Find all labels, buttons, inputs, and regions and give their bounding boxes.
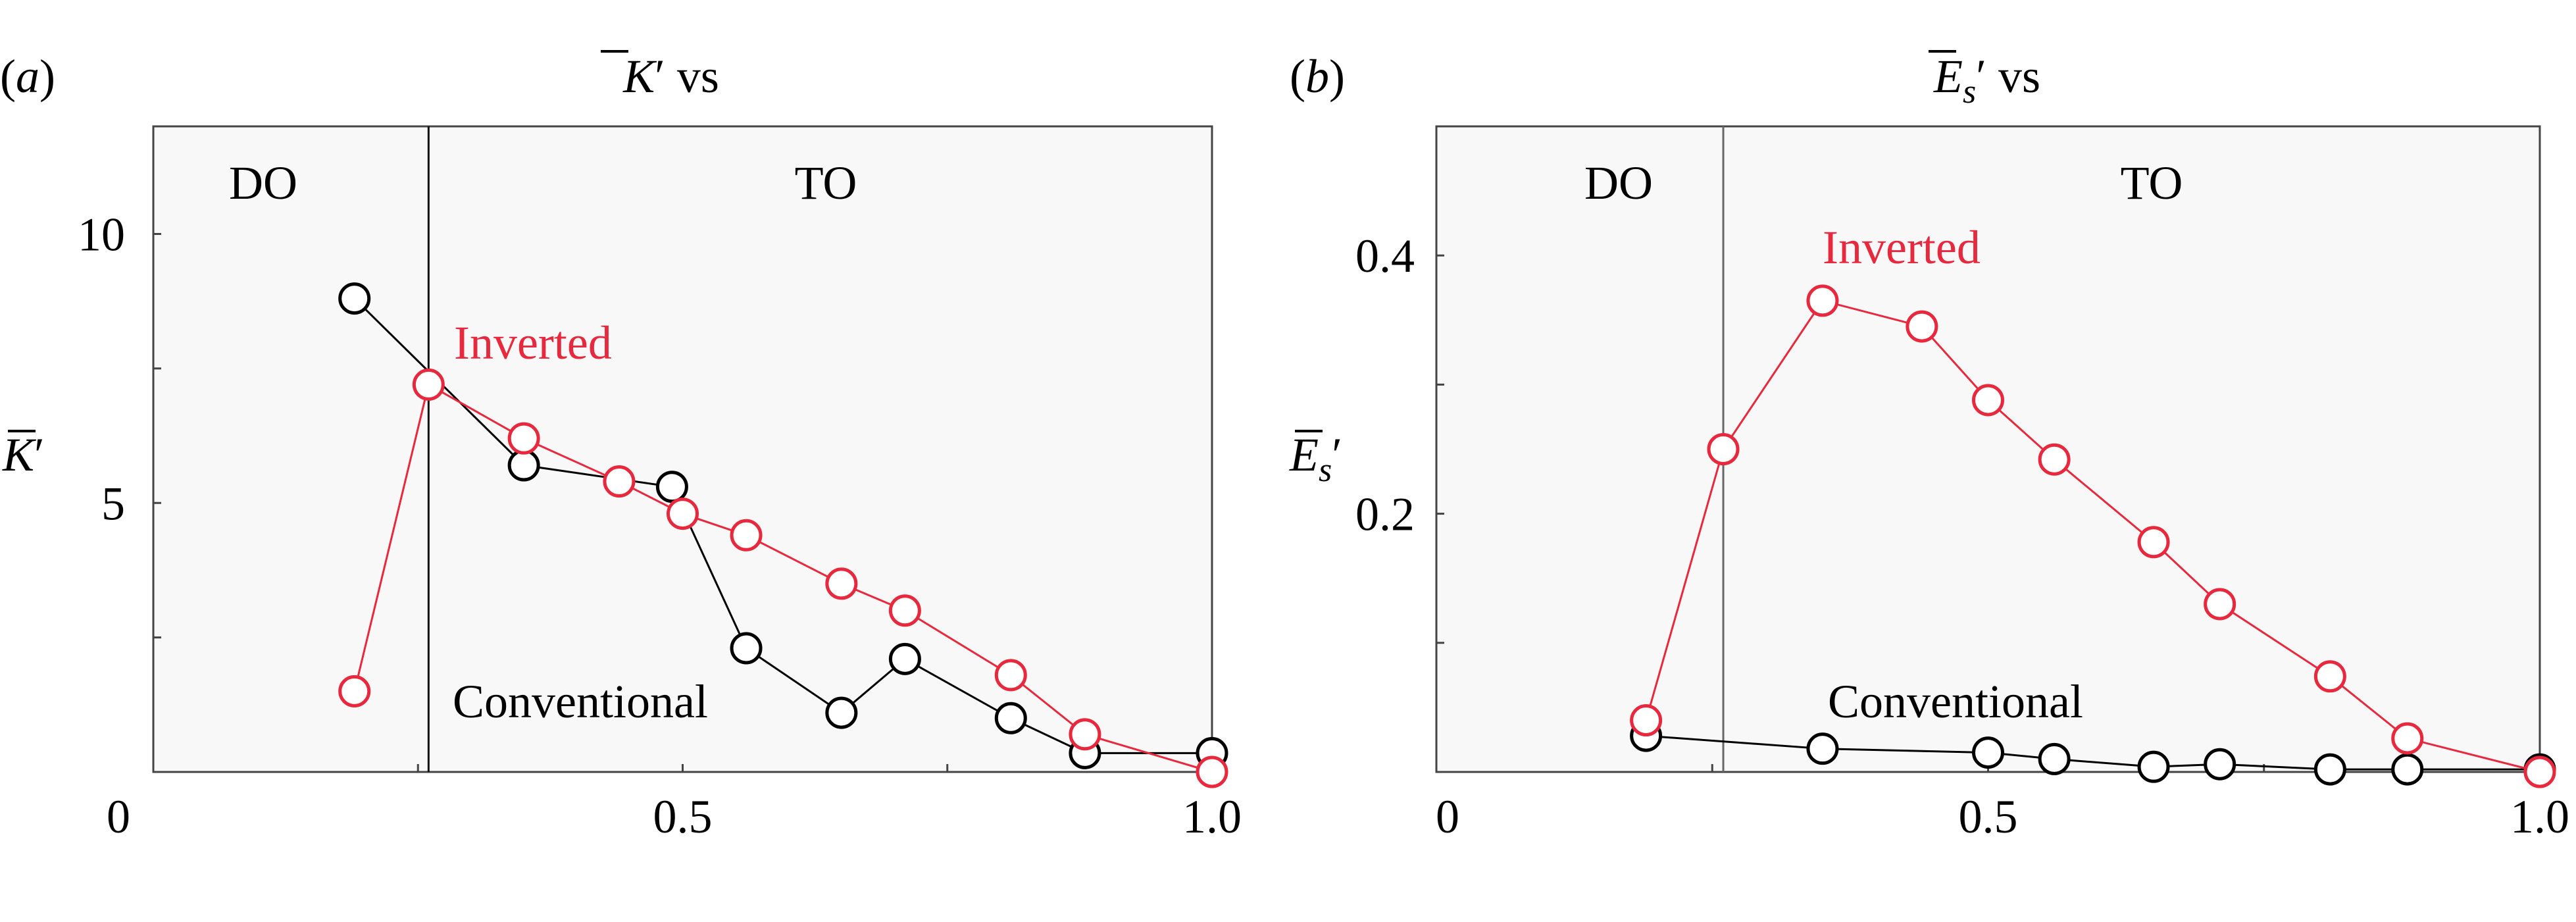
data-point-inverted bbox=[1906, 310, 1938, 343]
panel-letter: (b) bbox=[1290, 50, 1345, 103]
x-tick-label: 0.5 bbox=[1959, 790, 2018, 843]
data-point-conventional bbox=[655, 471, 688, 503]
series-label-conventional: Conventional bbox=[1828, 675, 2083, 728]
data-point-conventional bbox=[994, 702, 1027, 734]
y-axis-label: K′ bbox=[2, 428, 45, 481]
panel-b: DO TO 0.2 0.4 0 0.5 1.0 (b) Es′ vs Es′ Inverted Con… bbox=[1289, 50, 2569, 843]
data-point-conventional bbox=[338, 282, 371, 315]
series-label-inverted: Inverted bbox=[454, 317, 612, 369]
x-tick-label: 0.5 bbox=[653, 790, 713, 843]
x-tick-label: 1.0 bbox=[1182, 790, 1242, 843]
plot-area bbox=[152, 125, 1213, 773]
region-label-do: DO bbox=[1584, 157, 1653, 209]
data-point-inverted bbox=[603, 465, 636, 498]
data-point-inverted bbox=[1069, 718, 1101, 751]
data-point-inverted bbox=[2038, 443, 2071, 476]
series-label-inverted: Inverted bbox=[1823, 221, 1981, 274]
data-point-conventional bbox=[2204, 748, 2236, 781]
panel-letter: (a) bbox=[0, 50, 55, 103]
data-point-conventional bbox=[2038, 742, 2071, 775]
y-axis-label: Es′ bbox=[1289, 428, 1342, 489]
data-point-inverted bbox=[412, 368, 445, 401]
plot-area bbox=[1435, 125, 2541, 773]
y-tick-label: 10 bbox=[78, 209, 125, 261]
y-tick-label: 0.2 bbox=[1355, 488, 1415, 541]
data-point-inverted bbox=[507, 422, 540, 455]
chart-title: Es′ vs bbox=[1933, 50, 2040, 111]
x-tick-label: 0 bbox=[107, 790, 130, 843]
data-point-inverted bbox=[825, 567, 858, 600]
data-point-inverted bbox=[888, 594, 921, 627]
region-label-do: DO bbox=[229, 157, 297, 209]
data-point-inverted bbox=[2137, 526, 2170, 559]
data-point-inverted bbox=[2523, 756, 2556, 788]
y-tick-label: 0.4 bbox=[1355, 230, 1415, 282]
data-point-conventional bbox=[825, 696, 858, 729]
panel-a: DO TO 5 10 0 0.5 1.0 (a) K′ vs K′ Inverted Conventi… bbox=[0, 50, 1242, 843]
data-point-conventional bbox=[2313, 753, 2346, 786]
data-point-inverted bbox=[994, 659, 1027, 692]
data-point-conventional bbox=[888, 642, 921, 675]
series-label-conventional: Conventional bbox=[453, 675, 708, 728]
data-point-inverted bbox=[2204, 588, 2236, 621]
data-point-inverted bbox=[667, 498, 699, 530]
region-label-to: TO bbox=[795, 157, 857, 209]
chart-title: K′ vs bbox=[622, 50, 719, 103]
data-point-conventional bbox=[2391, 753, 2424, 786]
data-point-conventional bbox=[507, 449, 540, 482]
data-point-inverted bbox=[2313, 660, 2346, 693]
data-point-conventional bbox=[1806, 732, 1839, 765]
x-tick-label: 1.0 bbox=[2510, 790, 2569, 843]
data-point-inverted bbox=[1707, 433, 1740, 465]
data-point-inverted bbox=[2391, 722, 2424, 755]
data-point-inverted bbox=[1630, 704, 1663, 737]
data-point-conventional bbox=[730, 632, 763, 665]
data-point-conventional bbox=[2137, 750, 2170, 783]
data-point-inverted bbox=[1972, 384, 2004, 417]
data-point-inverted bbox=[730, 519, 763, 551]
region-label-to: TO bbox=[2121, 157, 2183, 209]
data-point-inverted bbox=[1196, 756, 1228, 788]
x-tick-label: 0 bbox=[1436, 790, 1459, 843]
data-point-inverted bbox=[1806, 284, 1839, 317]
y-tick-label: 5 bbox=[101, 477, 125, 530]
data-point-inverted bbox=[338, 675, 371, 707]
data-point-conventional bbox=[1972, 736, 2004, 769]
